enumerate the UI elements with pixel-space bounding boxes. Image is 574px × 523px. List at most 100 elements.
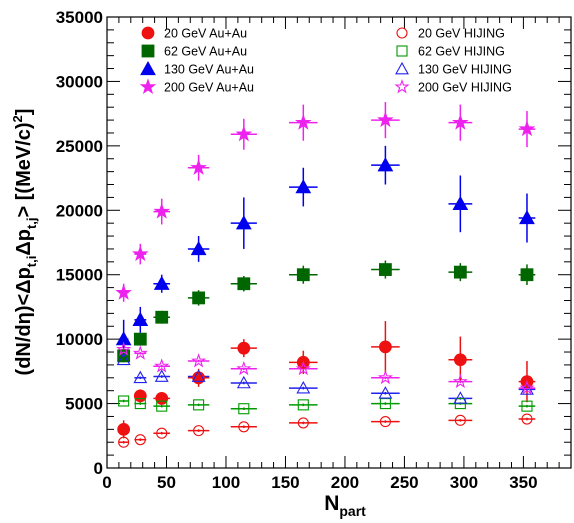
legend-marker-200-gev-hijing [394,79,410,94]
legend-marker-62-gev-au-au [141,44,155,58]
data-point-20-gev-hijing [297,417,309,429]
data-point-130-gev-hijing [154,369,169,382]
x-tick-label: 50 [157,473,176,492]
data-point-62-gev-au-au [237,277,251,291]
x-axis-title-main: N [324,492,339,515]
data-point-130-gev-au-au [190,240,207,256]
legend-label-20-gev-hijing: 20 GeV HIJING [418,27,505,41]
data-point-130-gev-hijing [378,386,393,399]
plot-frame [106,16,572,469]
data-point-62-gev-hijing [118,395,130,407]
data-point-130-gev-au-au [519,209,535,225]
data-point-20-gev-au-au [453,353,467,367]
data-point-62-gev-hijing [521,400,533,412]
data-point-200-gev-hijing [236,360,252,376]
data-point-62-gev-au-au [378,263,392,276]
data-point-200-gev-hijing [295,360,311,376]
legend-marker-130-gev-hijing [395,61,409,75]
y-tick-label: 0 [94,459,103,478]
data-point-200-gev-hijing [377,369,393,385]
legend-label-130-gev-au-au: 130 GeV Au+Au [164,63,254,77]
data-point-200-gev-au-au [115,284,132,300]
data-point-200-gev-au-au [452,113,469,130]
data-point-20-gev-hijing [454,414,466,426]
x-axis-title: Npart [324,492,366,519]
data-point-62-gev-au-au [155,310,169,324]
data-point-130-gev-au-au [115,331,132,346]
y-axis-title-text: Δp [13,229,35,256]
legend-label-62-gev-hijing: 62 GeV HIJING [418,45,505,59]
y-axis-title-text: (dN/dη)<Δp [13,267,35,375]
legend-marker-200-gev-au-au [139,78,157,95]
legend-marker-20-gev-au-au [141,26,155,40]
data-point-20-gev-hijing [379,416,391,428]
data-point-62-gev-au-au [192,291,206,305]
data-point-20-gev-au-au [155,392,169,405]
data-point-62-gev-hijing [193,399,205,411]
data-point-62-gev-au-au [133,332,147,346]
data-point-130-gev-au-au [235,215,252,230]
data-point-200-gev-hijing [519,380,535,395]
data-point-62-gev-hijing [238,403,250,415]
data-point-20-gev-au-au [133,389,147,403]
x-tick-label: 0 [102,473,111,492]
x-axis-title-sub: part [339,503,366,519]
data-point-130-gev-hijing [453,391,468,404]
x-tick-label: 100 [212,473,240,492]
x-tick-label: 250 [390,473,418,492]
data-point-130-gev-au-au [132,311,149,326]
data-point-20-gev-hijing [193,425,205,437]
x-tick-label: 300 [450,473,478,492]
y-tick-label: 30000 [56,72,103,91]
data-point-200-gev-au-au [132,245,149,262]
data-point-200-gev-au-au [295,113,312,130]
data-point-62-gev-hijing [134,398,146,410]
x-tick-label: 150 [271,473,299,492]
y-tick-label: 15000 [56,266,103,285]
data-point-20-gev-hijing [156,427,168,439]
data-point-200-gev-au-au [153,202,171,219]
data-point-130-gev-hijing [236,375,251,389]
data-point-130-gev-au-au [377,157,394,172]
legend-marker-20-gev-hijing [396,27,408,39]
data-point-200-gev-hijing [452,373,468,389]
legend-label-200-gev-hijing: 200 GeV HIJING [418,81,512,95]
legend-marker-62-gev-hijing [396,45,408,57]
data-point-20-gev-hijing [134,434,146,446]
data-point-200-gev-hijing [154,358,170,373]
data-point-20-gev-hijing [238,421,250,433]
y-axis-title-subscript: t,i [24,256,39,268]
data-point-62-gev-au-au [520,268,534,282]
y-axis-title: (dN/dη)<Δpt,iΔpt,j> [(MeV/c)2] [10,109,39,376]
legend-label-200-gev-au-au: 200 GeV Au+Au [164,81,254,95]
y-axis-title-text: ] [13,109,35,116]
data-point-130-gev-hijing [116,352,131,366]
data-point-130-gev-au-au [153,275,170,290]
data-point-200-gev-au-au [377,111,394,128]
data-point-200-gev-au-au [518,120,536,137]
data-point-62-gev-hijing [297,399,309,411]
data-point-62-gev-hijing [156,400,168,412]
legend-marker-130-gev-au-au [140,60,156,76]
y-tick-label: 5000 [65,395,103,414]
data-point-130-gev-hijing [191,369,206,382]
data-point-62-gev-au-au [296,268,310,282]
y-tick-label: 20000 [56,201,103,220]
data-point-20-gev-au-au [378,340,392,354]
x-tick-label: 350 [509,473,537,492]
y-axis-title-superscript: 2 [10,115,25,122]
data-point-20-gev-au-au [237,341,251,355]
y-tick-label: 35000 [56,8,103,27]
data-point-200-gev-hijing [116,341,132,356]
legend-label-62-gev-au-au: 62 GeV Au+Au [164,45,247,59]
legend-label-20-gev-au-au: 20 GeV Au+Au [164,27,247,41]
data-point-62-gev-au-au [453,265,467,279]
data-point-130-gev-au-au [295,179,312,194]
data-point-200-gev-hijing [132,345,148,360]
data-point-20-gev-au-au [117,422,131,436]
data-point-200-gev-hijing [191,353,207,368]
data-point-20-gev-hijing [521,413,533,425]
data-point-200-gev-au-au [235,125,253,142]
data-point-130-gev-hijing [133,370,148,384]
